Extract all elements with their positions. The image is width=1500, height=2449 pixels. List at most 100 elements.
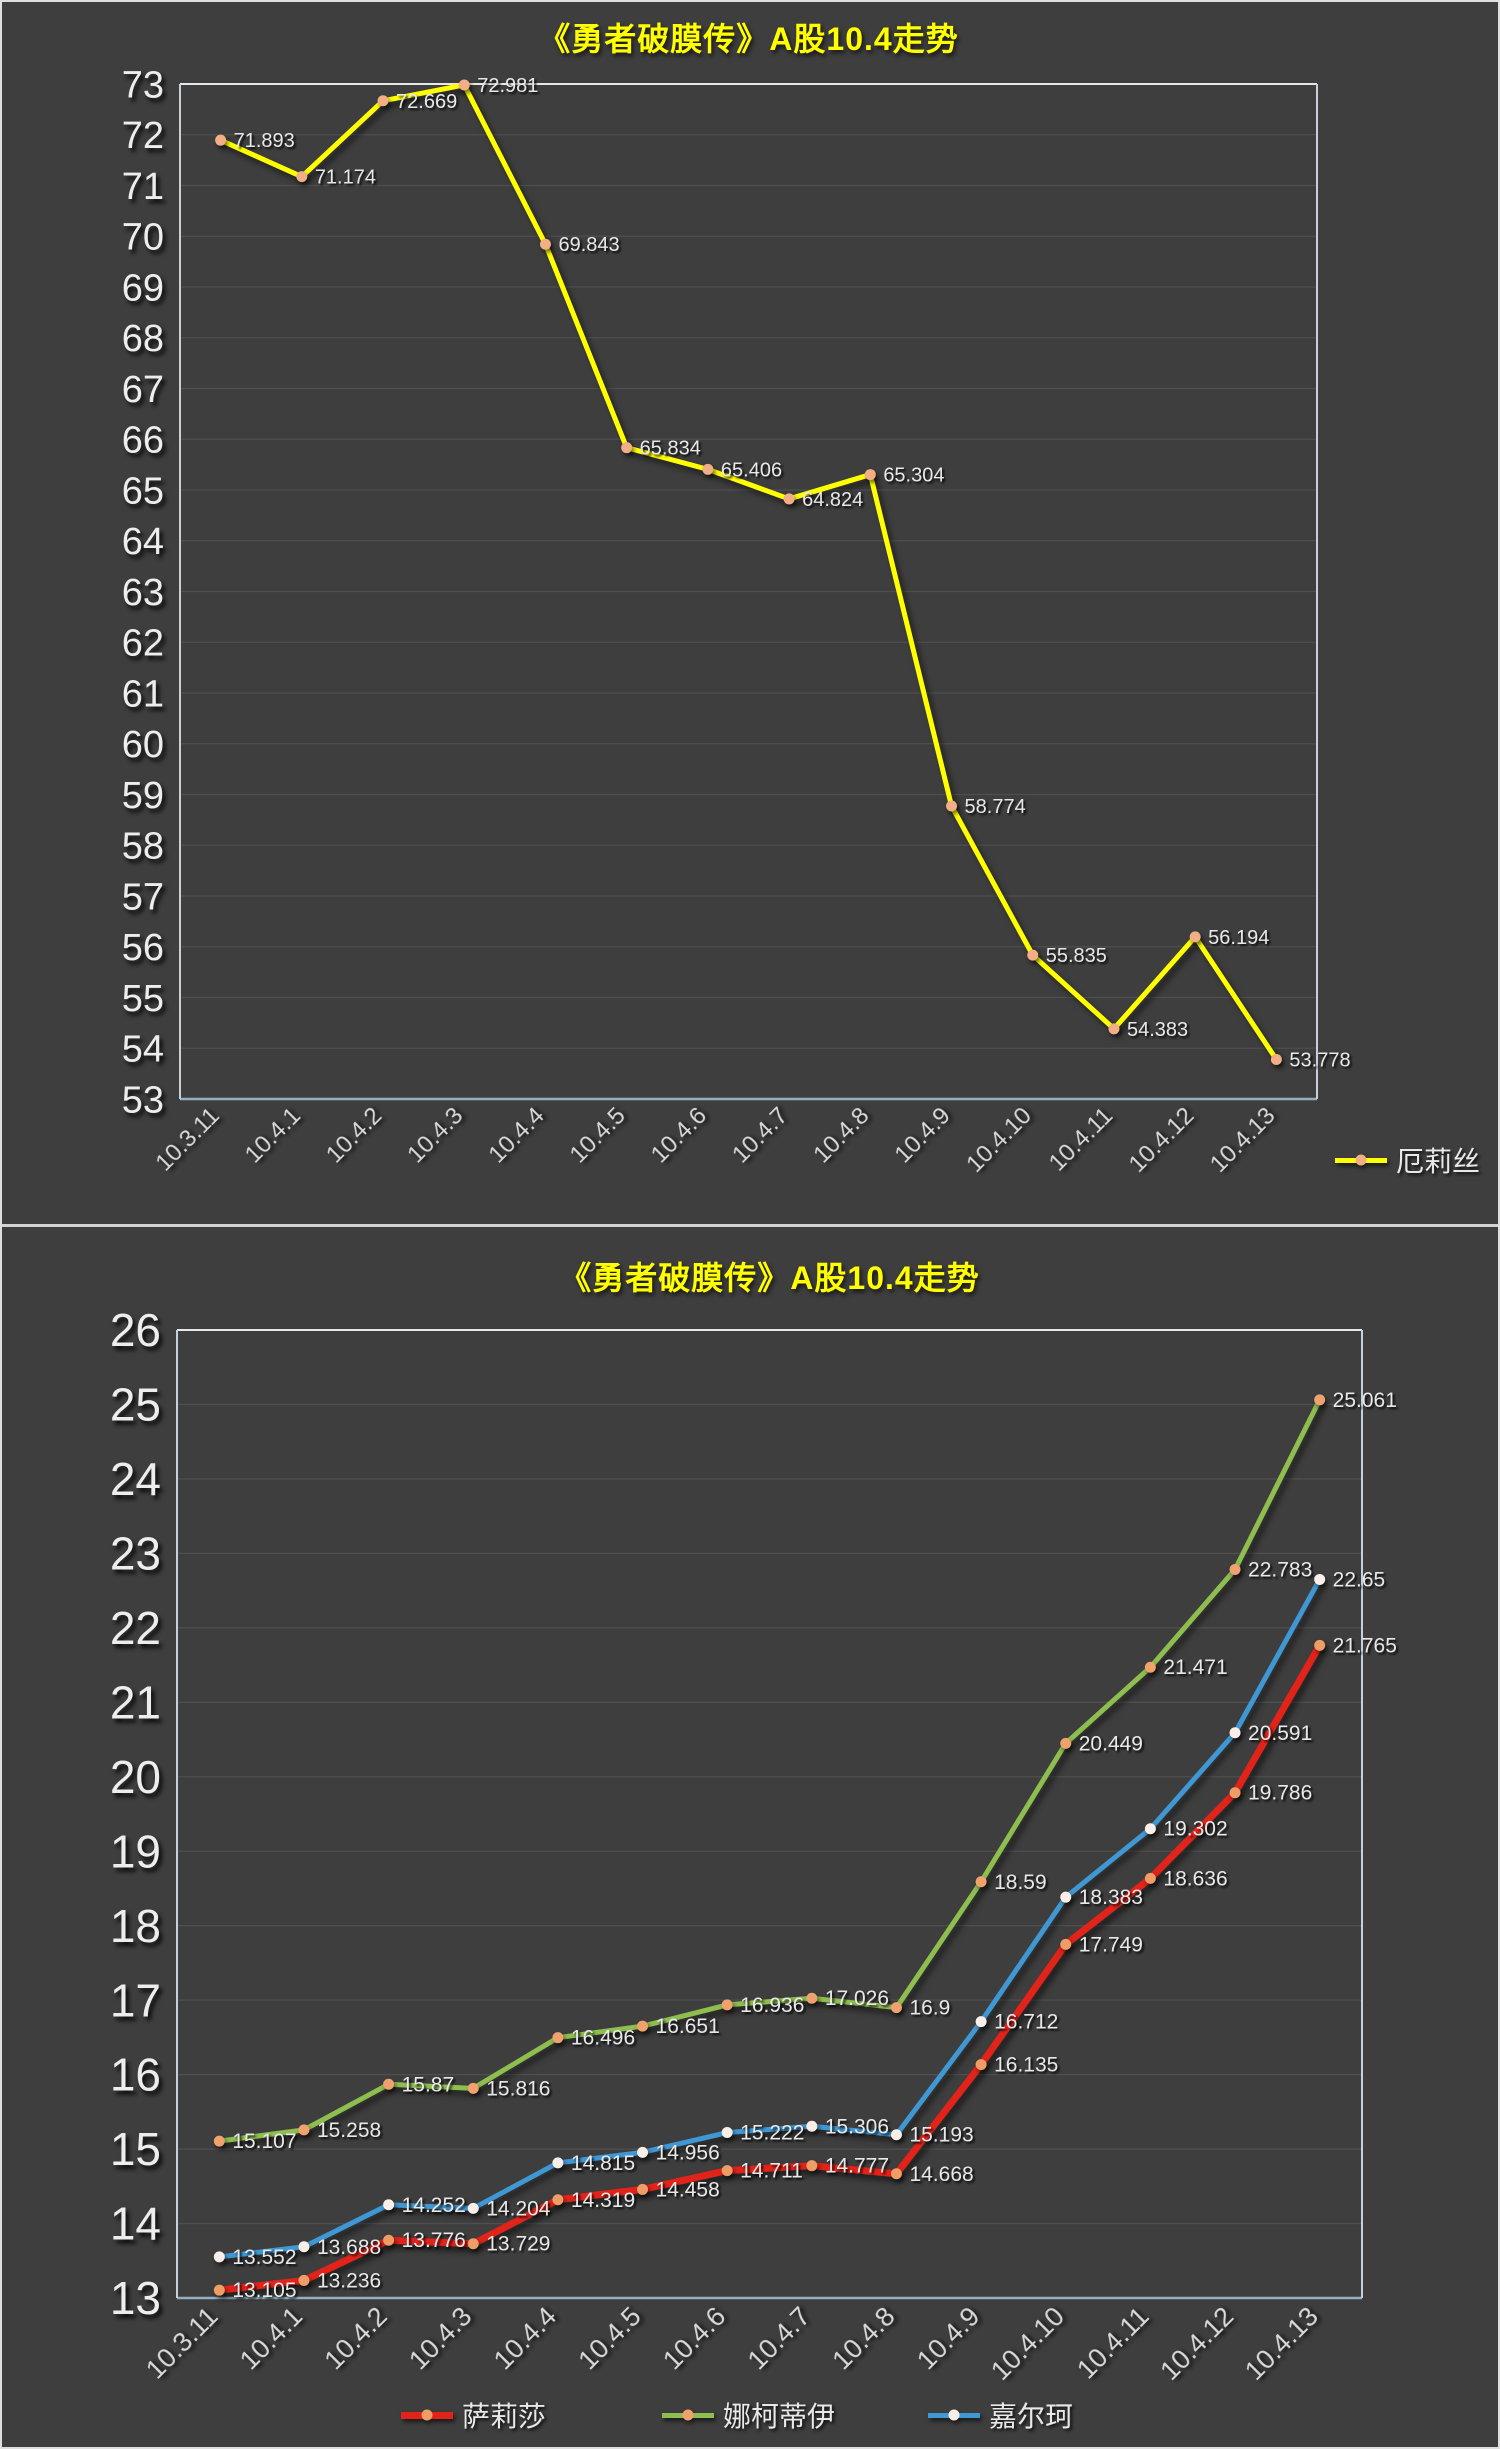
data-label: 21.765 <box>1333 1634 1397 1657</box>
data-label: 65.406 <box>721 459 782 481</box>
legend-marker-dot <box>1355 1154 1367 1166</box>
series-line <box>215 1641 1324 2294</box>
y-axis-label: 25 <box>110 1379 161 1431</box>
data-label: 14.204 <box>486 2197 551 2220</box>
legend-item[interactable]: 厄莉丝 <box>1335 1140 1480 1180</box>
data-point-marker <box>890 2002 902 2014</box>
data-label: 64.824 <box>802 489 863 511</box>
data-point-marker <box>377 95 389 107</box>
data-point-marker <box>552 2194 564 2206</box>
data-label: 13.552 <box>232 2246 296 2269</box>
data-label: 20.449 <box>1079 1732 1143 1755</box>
x-axis-label: 10.4.9 <box>911 2301 985 2375</box>
data-label: 13.688 <box>317 2236 381 2259</box>
data-label: 71.893 <box>234 130 295 152</box>
data-label: 55.835 <box>1046 945 1107 967</box>
data-label: 20.591 <box>1248 1722 1312 1745</box>
data-label: 54.383 <box>1127 1019 1188 1041</box>
data-point-marker <box>213 2284 225 2296</box>
y-axis-label: 67 <box>122 369 164 411</box>
data-point-marker <box>298 2124 310 2136</box>
line-chart-top: 53 54 55 56 57 58 59 60 61 62 63 64 65 66 67 68 69 70 71 72… <box>122 64 1351 1178</box>
x-axis-label: 10.4.8 <box>826 2301 900 2375</box>
data-label: 15.193 <box>909 2124 973 2147</box>
x-axis-label: 10.4.10 <box>961 1102 1037 1178</box>
y-axis-label: 26 <box>110 1304 161 1356</box>
y-axis-label: 60 <box>122 724 164 766</box>
data-point-marker <box>806 1992 818 2004</box>
data-label: 72.669 <box>396 91 457 113</box>
data-label: 69.843 <box>558 234 619 256</box>
data-point-marker <box>637 2183 649 2195</box>
y-axis-label: 16 <box>110 2049 161 2101</box>
y-axis-label: 66 <box>122 420 164 462</box>
x-axis-label: 10.4.6 <box>646 1102 712 1168</box>
y-axis-label: 53 <box>122 1079 164 1121</box>
data-label: 14.319 <box>571 2189 635 2212</box>
x-axis-label: 10.4.13 <box>1239 2301 1324 2386</box>
data-label: 18.383 <box>1079 1886 1143 1909</box>
data-label: 14.252 <box>402 2194 466 2217</box>
legend-marker-dot <box>421 2409 433 2421</box>
y-axis-label: 68 <box>122 318 164 360</box>
data-label: 15.258 <box>317 2119 381 2142</box>
legend-item[interactable]: 嘉尔珂 <box>928 2395 1073 2435</box>
data-point-marker <box>467 2082 479 2094</box>
data-point-marker <box>298 2241 310 2253</box>
legend-top: 厄莉丝 <box>1335 1140 1480 1180</box>
data-label: 15.816 <box>486 2077 550 2100</box>
data-point-marker <box>1314 1573 1326 1585</box>
y-axis-label: 14 <box>110 2198 161 2250</box>
data-point-marker <box>552 2032 564 2044</box>
data-point-marker <box>383 2199 395 2211</box>
data-label: 65.834 <box>640 438 701 460</box>
data-point-marker <box>637 2146 649 2158</box>
data-label: 71.174 <box>315 167 376 189</box>
y-axis-label: 70 <box>122 217 164 259</box>
x-axis-label: 10.4.6 <box>657 2301 731 2375</box>
x-axis-label: 10.4.2 <box>319 2301 393 2375</box>
legend-item[interactable]: 萨莉莎 <box>401 2395 546 2435</box>
legend-label: 厄莉丝 <box>1396 1146 1481 1177</box>
data-point-marker <box>467 2238 479 2250</box>
data-point-marker <box>552 2157 564 2169</box>
y-axis-label: 19 <box>110 1825 161 1877</box>
x-axis-label: 10.4.2 <box>321 1102 387 1168</box>
data-point-marker <box>1229 1727 1241 1739</box>
data-point-marker <box>1027 949 1039 961</box>
data-point-marker <box>946 800 958 812</box>
x-axis-label: 10.4.1 <box>240 1102 306 1168</box>
data-label: 16.9 <box>909 1997 950 2020</box>
y-axis-label: 65 <box>122 470 164 512</box>
x-axis-label: 10.4.10 <box>985 2301 1070 2386</box>
x-axis-label: 10.4.12 <box>1124 1102 1200 1178</box>
y-axis-label: 63 <box>122 572 164 614</box>
y-axis-label: 20 <box>110 1751 161 1803</box>
chart-title-top: 《勇者破膜传》A股10.4走势 <box>538 21 959 57</box>
legend-label: 娜柯蒂伊 <box>723 2401 836 2432</box>
data-point-marker <box>1060 1737 1072 1749</box>
data-point-marker <box>213 2251 225 2263</box>
y-axis-label: 17 <box>110 1974 161 2026</box>
legend-item[interactable]: 娜柯蒂伊 <box>662 2395 835 2435</box>
y-axis-label: 71 <box>122 166 164 208</box>
chart-panel-bottom: 13 14 15 16 17 18 19 20 21 22 23 24 25 26 10.3.11 10.4.… <box>2 1227 1498 2447</box>
data-label: 65.304 <box>883 465 944 487</box>
data-point-marker <box>1144 1823 1156 1835</box>
data-label: 14.458 <box>656 2178 720 2201</box>
series-line <box>216 1576 1323 2260</box>
data-label: 56.194 <box>1208 927 1269 949</box>
data-point-marker <box>383 2234 395 2246</box>
data-point-marker <box>539 238 551 250</box>
data-label: 14.815 <box>571 2152 635 2175</box>
y-axis-label: 13 <box>110 2272 161 2324</box>
y-axis-label: 64 <box>122 521 164 563</box>
data-label: 21.471 <box>1163 1656 1227 1679</box>
y-axis-label: 73 <box>122 64 164 106</box>
data-point-marker <box>806 2160 818 2172</box>
x-axis-label: 10.4.3 <box>403 2301 477 2375</box>
data-label: 14.668 <box>909 2163 973 2186</box>
data-label: 22.783 <box>1248 1559 1312 1582</box>
x-axis-label: 10.4.9 <box>889 1102 955 1168</box>
chart-title-bottom: 《勇者破膜传》A股10.4走势 <box>559 1260 980 1296</box>
